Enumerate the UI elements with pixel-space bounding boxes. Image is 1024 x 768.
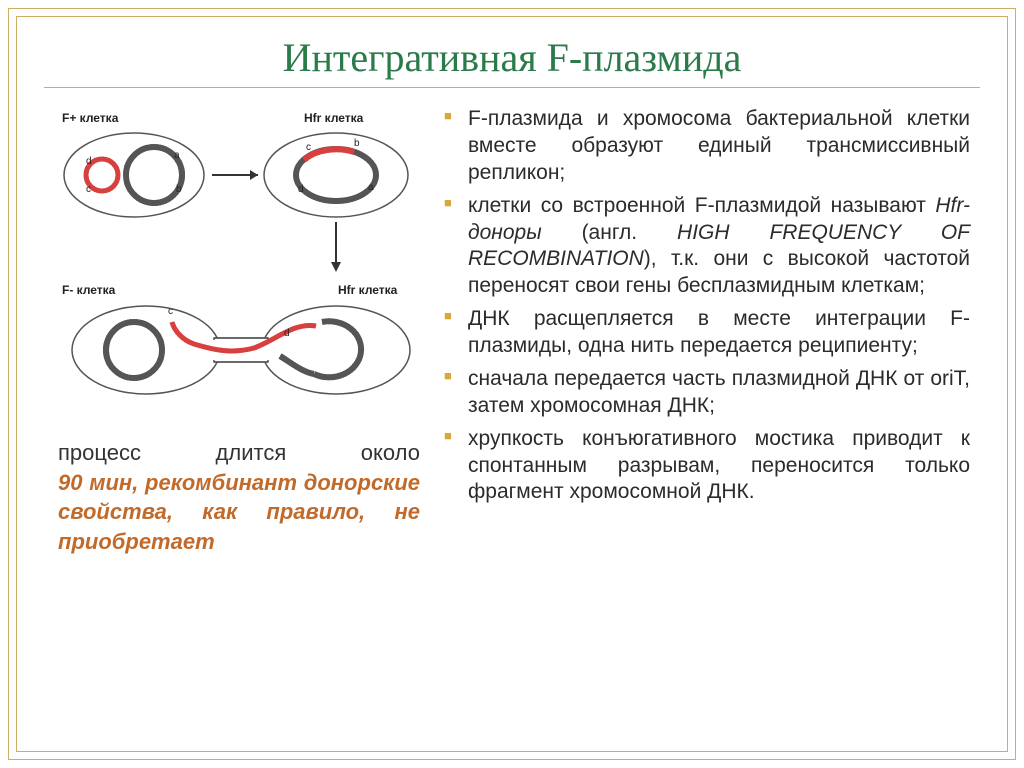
bullet-item: сначала передается часть плазмидной ДНК … <box>442 366 970 420</box>
svg-text:d: d <box>86 156 92 167</box>
svg-text:b: b <box>354 138 360 149</box>
svg-text:a: a <box>368 182 374 193</box>
hfr-diagram: F+ клетка a b d c Hfr клетк <box>54 100 424 420</box>
svg-text:a: a <box>174 150 180 161</box>
bullet-item: хрупкость конъюгативного мостика приводи… <box>442 426 970 507</box>
caption-rest: 90 мин, рекомбинант донорские свойства, … <box>58 468 420 557</box>
svg-text:c: c <box>168 306 173 317</box>
svg-text:c: c <box>86 184 91 195</box>
bullet-item: F-плазмида и хромосома бактериальной кле… <box>442 106 970 187</box>
bullet-item: ДНК расщепляется в месте интеграции F-пл… <box>442 306 970 360</box>
bullet-list: F-плазмида и хромосома бактериальной кле… <box>442 106 970 506</box>
svg-text:b: b <box>176 184 182 195</box>
slide-body: F+ клетка a b d c Hfr клетк <box>24 88 1000 744</box>
svg-text:c: c <box>306 142 311 153</box>
caption-line1: процесс длится около <box>58 438 420 468</box>
label-hfr-bottom: Hfr клетка <box>338 283 398 297</box>
bullet-item: клетки со встроенной F-плазмидой называю… <box>442 193 970 301</box>
label-f-plus: F+ клетка <box>62 111 119 125</box>
slide: Интегративная F-плазмида F+ клетка <box>24 24 1000 744</box>
svg-text:d: d <box>284 328 290 339</box>
slide-title: Интегративная F-плазмида <box>44 24 980 88</box>
svg-text:d: d <box>298 184 304 195</box>
label-hfr-top: Hfr клетка <box>304 111 364 125</box>
left-column: F+ клетка a b d c Hfr клетк <box>54 100 424 734</box>
right-column: F-плазмида и хромосома бактериальной кле… <box>442 100 970 734</box>
label-f-minus: F- клетка <box>62 283 116 297</box>
diagram-caption: процесс длится около 90 мин, рекомбинант… <box>54 438 424 557</box>
